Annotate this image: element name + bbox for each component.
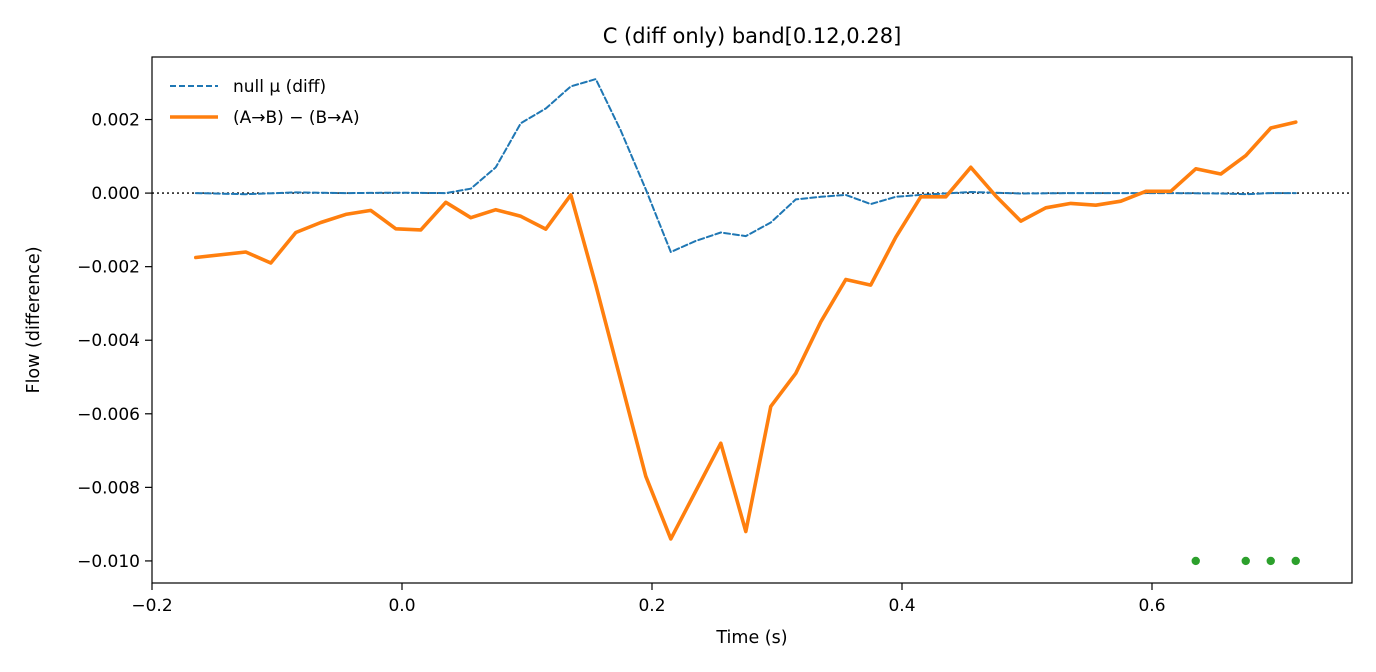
significance-point [1291, 556, 1300, 566]
significance-point [1266, 556, 1275, 566]
significance-markers [1191, 556, 1300, 566]
x-axis-label: Time (s) [715, 628, 787, 648]
y-tick-label: −0.002 [77, 258, 140, 278]
y-tick-label: −0.008 [77, 478, 140, 498]
x-tick-label: −0.2 [131, 596, 172, 616]
x-axis: −0.2 0.0 0.2 0.4 0.6 [131, 583, 1166, 616]
flow-difference-line [194, 120, 1298, 541]
chart-title: C (diff only) band[0.12,0.28] [603, 24, 902, 48]
y-tick-label: 0.000 [91, 184, 140, 204]
significance-point [1191, 556, 1200, 566]
y-tick-label: 0.002 [91, 111, 140, 131]
x-tick-label: 0.2 [638, 596, 665, 616]
null-mean-line [194, 78, 1297, 253]
x-tick-label: 0.6 [1138, 596, 1165, 616]
plot-series [194, 78, 1298, 541]
x-tick-label: 0.4 [888, 596, 915, 616]
legend: null μ (diff) (A→B) − (B→A) [170, 77, 360, 128]
y-tick-label: −0.004 [77, 331, 140, 351]
x-tick-label: 0.0 [388, 596, 415, 616]
y-axis-label: Flow (difference) [24, 246, 44, 393]
significance-point [1241, 556, 1250, 566]
legend-diff-label: (A→B) − (B→A) [233, 108, 360, 128]
y-tick-label: −0.006 [77, 405, 140, 425]
legend-null-label: null μ (diff) [233, 77, 326, 97]
y-axis: 0.002 0.000 −0.002 −0.004 −0.006 −0.008 −0.010 [77, 111, 152, 572]
plot-frame [151, 56, 1353, 584]
y-tick-label: −0.010 [77, 552, 140, 572]
